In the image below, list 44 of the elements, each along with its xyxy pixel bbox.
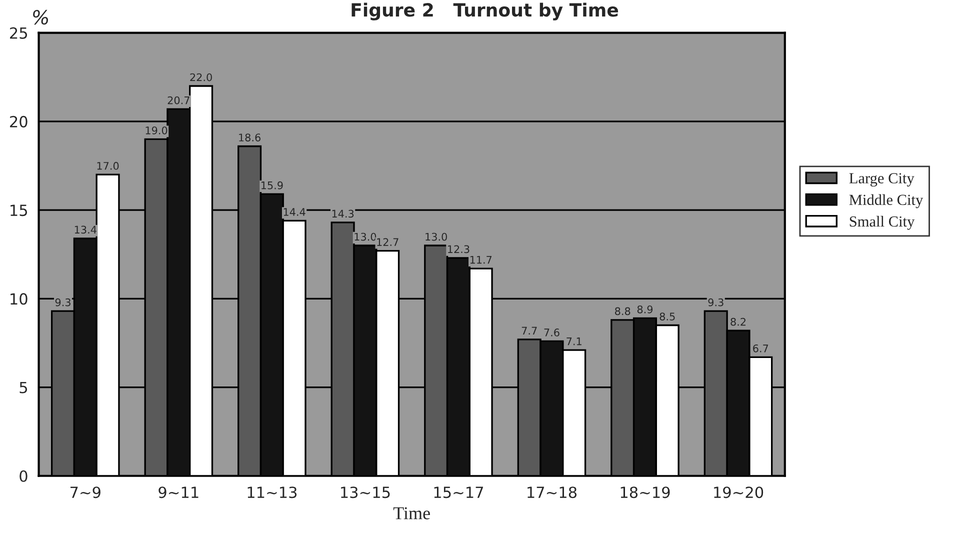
chart-title: Figure 2 Turnout by Time bbox=[352, 2, 618, 20]
data-label: 12.3 bbox=[448, 245, 470, 254]
data-label: 7.7 bbox=[522, 326, 537, 334]
y-tick-label: 0 bbox=[20, 470, 28, 482]
legend-label: Large City bbox=[849, 173, 914, 187]
data-label: 8.5 bbox=[660, 312, 675, 320]
data-label: 13.4 bbox=[74, 226, 96, 234]
x-axis-title: Time bbox=[393, 507, 430, 520]
data-label: 17.0 bbox=[97, 162, 119, 170]
data-label: 13.0 bbox=[426, 232, 447, 241]
data-label: 18.6 bbox=[239, 134, 260, 142]
x-tick-label: 19∼20 bbox=[714, 486, 764, 498]
data-label: 14.3 bbox=[332, 210, 354, 218]
data-label: 14.4 bbox=[284, 208, 306, 216]
legend-label: Small City bbox=[850, 216, 915, 230]
data-label: 12.7 bbox=[377, 238, 398, 246]
x-tick-label: 15∼17 bbox=[434, 486, 483, 498]
data-label: 9.3 bbox=[55, 298, 70, 306]
data-label: 11.7 bbox=[470, 256, 492, 264]
data-label: 22.0 bbox=[190, 73, 212, 82]
data-label: 6.7 bbox=[753, 344, 768, 352]
y-tick-label: 25 bbox=[10, 27, 28, 39]
data-label: 8.2 bbox=[730, 318, 746, 326]
data-label: 8.9 bbox=[637, 305, 653, 314]
data-label: 8.8 bbox=[615, 307, 630, 316]
data-label: 9.3 bbox=[708, 298, 724, 306]
legend-label: Middle City bbox=[849, 194, 924, 208]
x-tick-label: 7∼9 bbox=[70, 486, 100, 498]
x-tick-label: 18∼19 bbox=[620, 486, 670, 498]
y-tick-label: 5 bbox=[20, 382, 28, 394]
y-tick-label: 15 bbox=[10, 204, 28, 216]
data-label: 19.0 bbox=[146, 126, 168, 134]
x-tick-label: 13∼15 bbox=[341, 486, 390, 498]
x-tick-label: 9∼11 bbox=[158, 486, 198, 498]
y-tick-label: 20 bbox=[10, 116, 28, 128]
x-tick-label: 11∼13 bbox=[248, 486, 297, 498]
data-label: 13.0 bbox=[354, 232, 376, 241]
x-tick-label: 17∼18 bbox=[528, 486, 577, 498]
data-label: 7.6 bbox=[544, 328, 560, 336]
y-axis-title: % bbox=[33, 10, 48, 25]
data-label: 15.9 bbox=[261, 181, 283, 190]
y-tick-label: 10 bbox=[10, 293, 28, 305]
data-label: 7.1 bbox=[566, 338, 582, 346]
data-label: 20.7 bbox=[168, 96, 190, 104]
